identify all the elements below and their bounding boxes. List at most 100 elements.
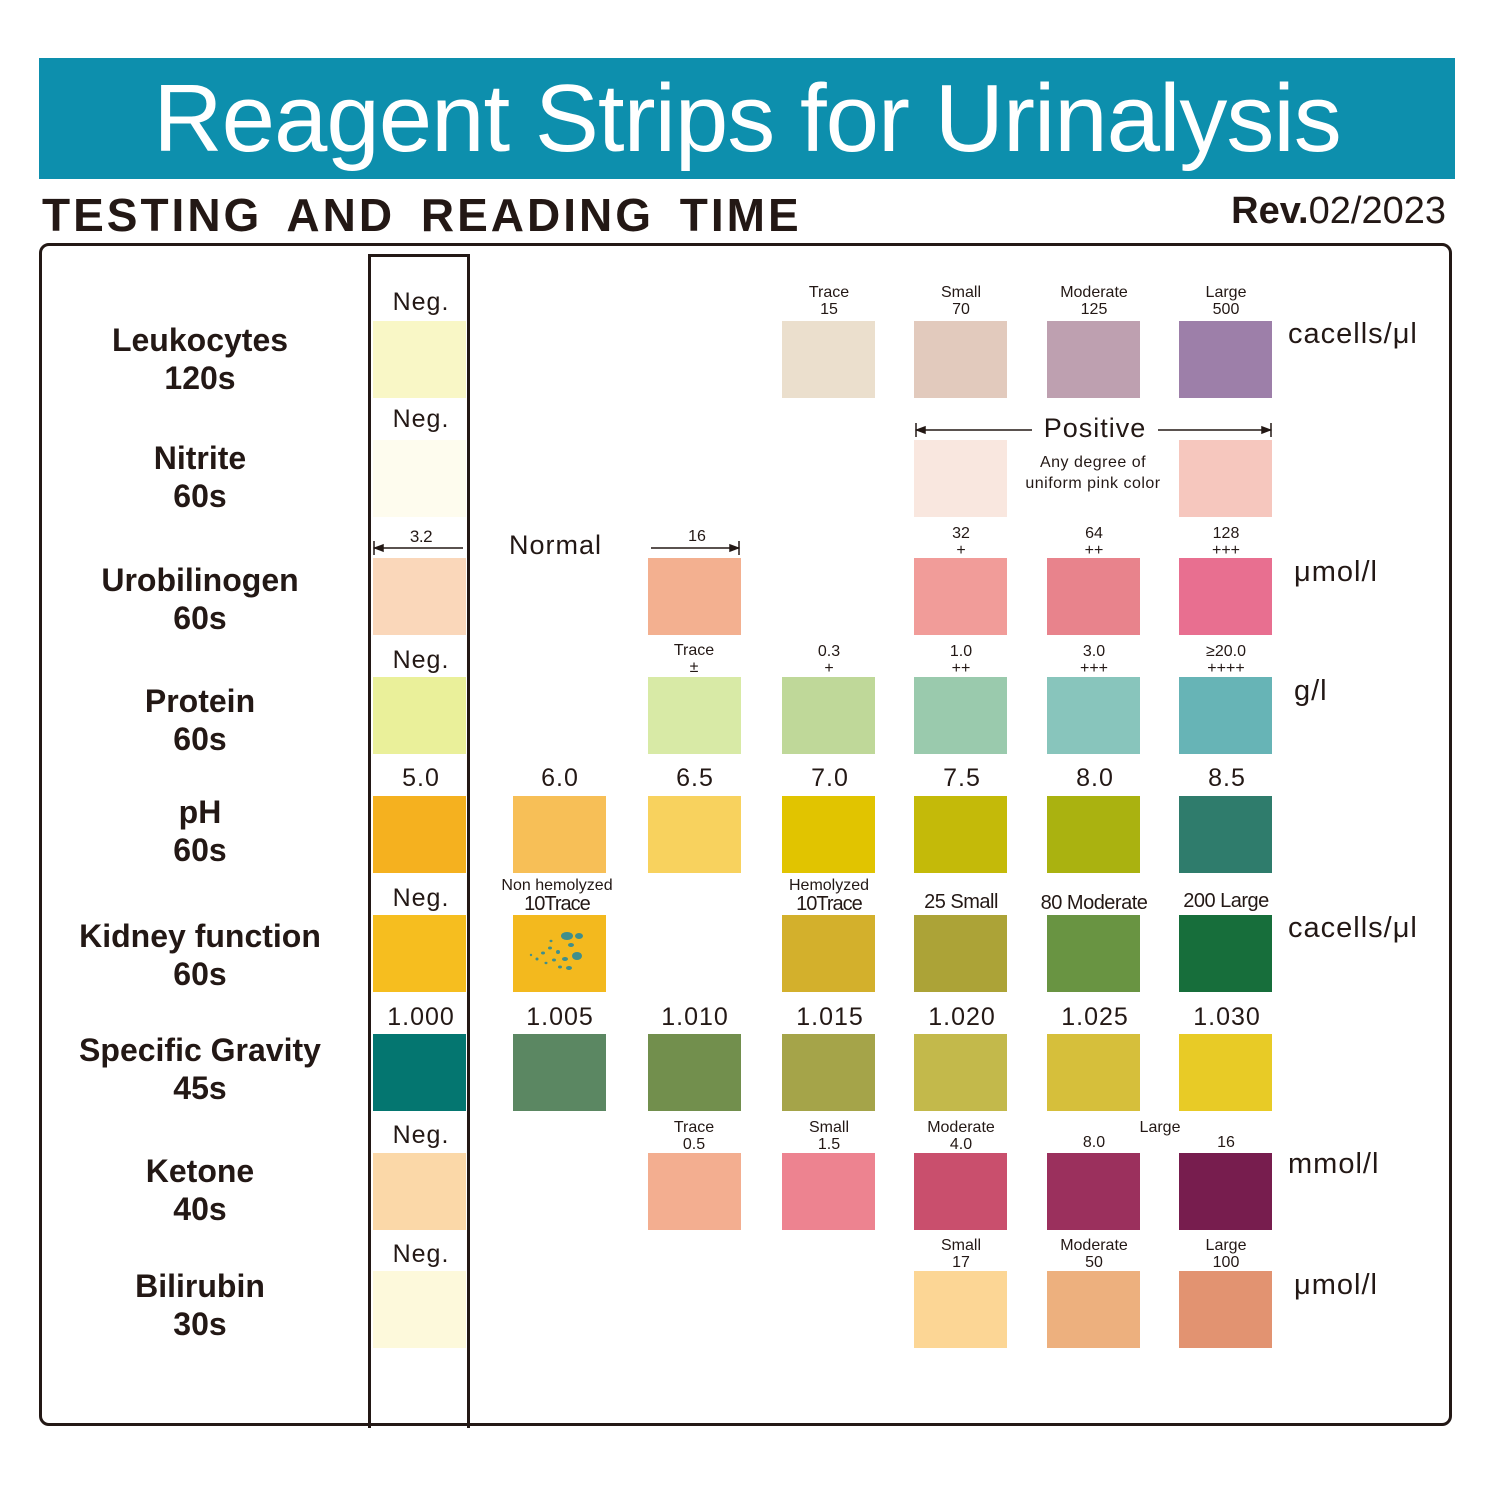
protein-neg-label: Neg. bbox=[392, 646, 450, 674]
ph-label-5.0: 5.0 bbox=[402, 764, 440, 792]
ketone-neg-label: Neg. bbox=[392, 1121, 450, 1149]
sg-label-1.015: 1.015 bbox=[796, 1003, 864, 1031]
ph-label-8.0: 8.0 bbox=[1076, 764, 1114, 792]
sg-label-1.010: 1.010 bbox=[661, 1003, 729, 1031]
protein-label-1.0: 1.0 ++ bbox=[949, 643, 973, 677]
leukocytes-swatch-small bbox=[914, 321, 1007, 398]
ph-swatch-5.0 bbox=[373, 796, 466, 873]
subtitle: TESTING AND READING TIME bbox=[42, 189, 802, 241]
ph-label-8.5: 8.5 bbox=[1208, 764, 1246, 792]
param-time: 60s bbox=[173, 600, 227, 636]
bilirubin-swatch-small bbox=[914, 1271, 1007, 1348]
bilirubin-swatch-moderate bbox=[1047, 1271, 1140, 1348]
speckle-dots bbox=[529, 932, 583, 970]
unit-protein: g/l bbox=[1294, 675, 1328, 707]
param-name: Nitrite bbox=[153, 440, 247, 476]
ketone-label-trace: Trace 0.5 bbox=[673, 1119, 715, 1153]
unit-urobilinogen: μmol/l bbox=[1294, 556, 1378, 588]
param-bilirubin: Bilirubin 30s bbox=[55, 1267, 345, 1343]
param-name: Ketone bbox=[145, 1153, 255, 1189]
negative-column-border bbox=[368, 254, 470, 1428]
kidney-label-small: 25 Small bbox=[924, 891, 998, 913]
revision-prefix: Rev. bbox=[1231, 190, 1309, 232]
nitrite-swatch-positive-pink bbox=[1179, 440, 1272, 517]
page-title: Reagent Strips for Urinalysis bbox=[153, 65, 1341, 172]
ketone-swatch-trace bbox=[648, 1153, 741, 1230]
sg-label-1.025: 1.025 bbox=[1061, 1003, 1129, 1031]
urobilinogen-normal-label: Normal bbox=[509, 530, 603, 560]
kidney-neg-label: Neg. bbox=[392, 884, 450, 912]
ph-swatch-6.5 bbox=[648, 796, 741, 873]
unit-ketone: mmol/l bbox=[1288, 1148, 1380, 1180]
ph-label-7.0: 7.0 bbox=[811, 764, 849, 792]
ph-swatch-8.5 bbox=[1179, 796, 1272, 873]
leukocytes-label-moderate: Moderate 125 bbox=[1060, 284, 1128, 318]
urobilinogen-swatch-128 bbox=[1179, 558, 1272, 635]
kidney-swatch-nonhemolyzed bbox=[513, 915, 606, 992]
param-time: 40s bbox=[173, 1191, 227, 1227]
param-name: Protein bbox=[144, 683, 256, 719]
kidney-label-nonhemolyzed: Non hemolyzed 10Trace bbox=[501, 877, 613, 915]
nitrite-positive-note: Any degree of uniform pink color bbox=[1025, 454, 1161, 492]
protein-swatch-1.0 bbox=[914, 677, 1007, 754]
ph-swatch-8.0 bbox=[1047, 796, 1140, 873]
leukocytes-swatch-neg bbox=[373, 321, 466, 398]
param-leukocytes: Leukocytes 120s bbox=[55, 321, 345, 397]
nitrite-neg-label: Neg. bbox=[392, 405, 450, 433]
param-nitrite: Nitrite 60s bbox=[55, 439, 345, 515]
param-time: 60s bbox=[173, 478, 227, 514]
bilirubin-label-small: Small 17 bbox=[940, 1237, 982, 1271]
leukocytes-swatch-large bbox=[1179, 321, 1272, 398]
ph-label-6.5: 6.5 bbox=[676, 764, 714, 792]
kidney-label-moderate: 80 Moderate bbox=[1040, 892, 1148, 914]
sg-label-1.005: 1.005 bbox=[526, 1003, 594, 1031]
sg-label-1.000: 1.000 bbox=[387, 1003, 455, 1031]
urobilinogen-ref-label: 3.2 bbox=[409, 527, 433, 546]
urobilinogen-label-64: 64 ++ bbox=[1084, 525, 1104, 559]
ketone-label-16: 16 bbox=[1217, 1134, 1235, 1151]
ph-swatch-7.0 bbox=[782, 796, 875, 873]
speckle-group bbox=[529, 932, 583, 970]
param-time: 60s bbox=[173, 832, 227, 868]
param-name: Leukocytes bbox=[111, 322, 289, 358]
param-urobilinogen: Urobilinogen 60s bbox=[55, 561, 345, 637]
bilirubin-label-large: Large 100 bbox=[1205, 1237, 1247, 1271]
unit-kidney: cacells/μl bbox=[1288, 912, 1418, 944]
ketone-label-small: Small 1.5 bbox=[808, 1119, 850, 1153]
protein-label-3.0: 3.0 +++ bbox=[1079, 643, 1109, 677]
protein-swatch-neg bbox=[373, 677, 466, 754]
ketone-swatch-8.0 bbox=[1047, 1153, 1140, 1230]
bilirubin-neg-label: Neg. bbox=[392, 1240, 450, 1268]
protein-swatch-3.0 bbox=[1047, 677, 1140, 754]
kidney-swatch-neg bbox=[373, 915, 466, 992]
param-specific-gravity: Specific Gravity 45s bbox=[55, 1031, 345, 1107]
param-name: Kidney function bbox=[79, 918, 321, 954]
leukocytes-swatch-moderate bbox=[1047, 321, 1140, 398]
revision-date: 02/2023 bbox=[1308, 190, 1446, 232]
urobilinogen-label-16: 16 bbox=[688, 528, 706, 545]
ph-swatch-7.5 bbox=[914, 796, 1007, 873]
sg-swatch-1.010 bbox=[648, 1034, 741, 1111]
ketone-label-8.0: 8.0 bbox=[1082, 1134, 1106, 1151]
ph-swatch-6.0 bbox=[513, 796, 606, 873]
nitrite-swatch-neg bbox=[373, 440, 466, 517]
leukocytes-label-trace: Trace 15 bbox=[808, 284, 850, 318]
revision: Rev.02/2023 bbox=[1231, 190, 1446, 233]
urobilinogen-swatch-ref bbox=[373, 558, 466, 635]
param-ketone: Ketone 40s bbox=[55, 1152, 345, 1228]
chart-frame bbox=[39, 243, 1452, 1426]
bilirubin-label-moderate: Moderate 50 bbox=[1060, 1237, 1128, 1271]
param-time: 60s bbox=[173, 721, 227, 757]
kidney-label-large: 200 Large bbox=[1183, 890, 1269, 912]
ketone-swatch-neg bbox=[373, 1153, 466, 1230]
sg-swatch-1.000 bbox=[373, 1034, 466, 1111]
param-name: Urobilinogen bbox=[101, 562, 299, 598]
param-name: Bilirubin bbox=[135, 1268, 265, 1304]
ketone-label-moderate: Moderate 4.0 bbox=[927, 1119, 995, 1153]
sg-label-1.030: 1.030 bbox=[1193, 1003, 1261, 1031]
urobilinogen-swatch-16 bbox=[648, 558, 741, 635]
protein-label-20.0: ≥20.0 ++++ bbox=[1206, 643, 1246, 677]
sg-swatch-1.005 bbox=[513, 1034, 606, 1111]
kidney-swatch-small bbox=[914, 915, 1007, 992]
ketone-swatch-small bbox=[782, 1153, 875, 1230]
